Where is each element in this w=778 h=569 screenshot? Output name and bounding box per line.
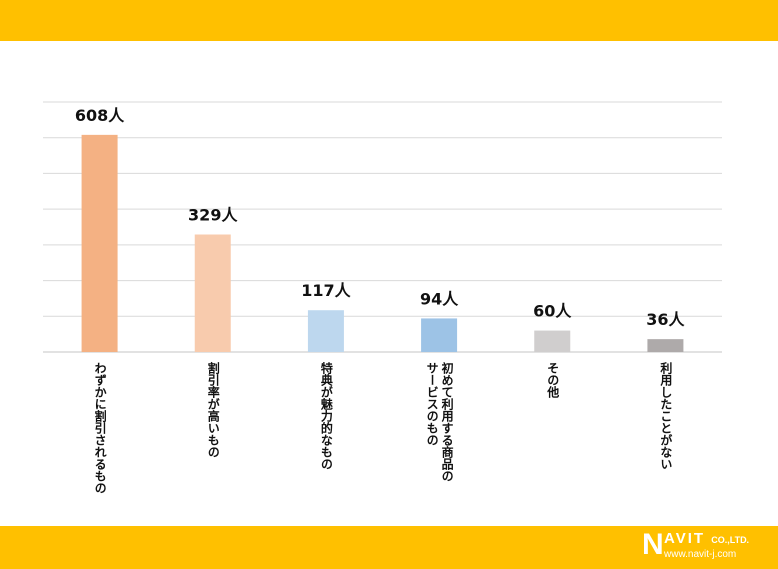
bar [534,330,571,352]
category-label: 初めて利用する商品の サービスのもの [425,362,455,482]
logo-company: CO.,LTD. [711,535,750,545]
category-label: 特典が魅力的なもの [319,362,334,470]
data-label: 117人 [301,281,351,300]
category-label: わずかに割引されるもの [93,362,108,494]
bar [81,134,118,352]
data-label: 36人 [646,310,685,329]
data-label: 60人 [533,302,572,321]
category-label: 割引率が高いもの [206,362,221,458]
category-label: その他 [545,362,560,398]
data-label: 329人 [188,206,238,225]
data-label: 608人 [75,106,125,125]
bottom-banner [0,526,778,569]
bar [194,234,231,352]
category-label: 利用したことがない [658,362,673,470]
bar [421,318,458,352]
bar [647,339,684,352]
bar [307,310,344,352]
top-banner [0,0,778,41]
data-label: 94人 [420,289,459,308]
logo-url: www.navit-j.com [664,549,737,560]
